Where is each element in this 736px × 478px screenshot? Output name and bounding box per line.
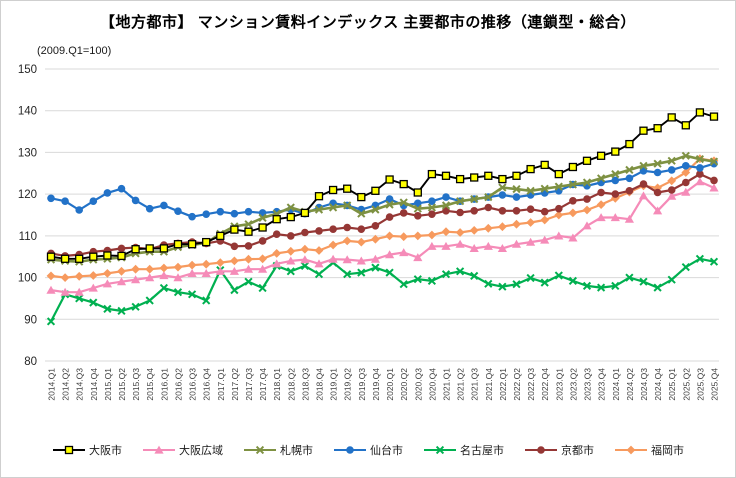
- y-tick-label: 150: [18, 64, 37, 76]
- legend-label-kyoto: 京都市: [561, 445, 594, 457]
- x-tick-label: 2023.Q4: [597, 368, 607, 401]
- x-tick-label: 2018.Q3: [300, 368, 310, 401]
- x-tick-label: 2020.Q3: [413, 368, 423, 401]
- x-tick-label: 2024.Q1: [611, 368, 621, 401]
- legend-item-fukuoka: 福岡市: [614, 442, 684, 458]
- x-tick-label: 2025.Q2: [681, 368, 691, 401]
- legend-item-sapporo: 札幌市: [243, 442, 313, 458]
- x-tick-label: 2022.Q1: [498, 368, 508, 401]
- x-tick-label: 2023.Q1: [554, 368, 564, 401]
- legend-label-sendai: 仙台市: [370, 445, 403, 457]
- x-tick-label: 2021.Q3: [470, 368, 480, 401]
- x-tick-label: 2018.Q4: [315, 368, 325, 401]
- y-tick-label: 100: [18, 273, 37, 285]
- legend-label-nagoya: 名古屋市: [460, 445, 504, 457]
- x-tick-label: 2020.Q1: [385, 368, 395, 401]
- legend-label-fukuoka: 福岡市: [651, 445, 684, 457]
- x-tick-label: 2017.Q3: [244, 368, 254, 401]
- x-tick-label: 2017.Q2: [230, 368, 240, 401]
- y-tick-label: 110: [19, 231, 37, 243]
- legend-item-osaka-area: 大阪広域: [142, 442, 223, 458]
- legend-marker-fukuoka: [615, 445, 647, 455]
- x-tick-label: 2021.Q4: [484, 368, 494, 401]
- x-tick-label: 2019.Q4: [371, 368, 381, 401]
- x-tick-label: 2017.Q1: [216, 368, 226, 401]
- x-tick-label: 2016.Q3: [188, 368, 198, 401]
- legend-marker-nagoya: [424, 445, 456, 455]
- x-tick-label: 2014.Q1: [47, 368, 57, 401]
- x-tick-label: 2024.Q4: [653, 368, 663, 401]
- x-tick-label: 2015.Q4: [145, 368, 155, 401]
- chart-title: 【地方都市】 マンション賃料インデックス 主要都市の推移（連鎖型・総合）: [100, 14, 636, 31]
- x-tick-label: 2023.Q2: [568, 368, 578, 401]
- x-tick-label: 2025.Q4: [710, 368, 720, 401]
- legend-item-nagoya: 名古屋市: [423, 442, 504, 458]
- chart-legend: 大阪市 大阪広域 札幌市 仙台市 名古屋市 京都市 福岡市: [1, 442, 735, 458]
- x-tick-label: 2014.Q4: [89, 368, 99, 401]
- x-tick-label: 2014.Q3: [75, 368, 85, 401]
- x-tick-label: 2018.Q2: [286, 368, 296, 401]
- y-tick-label: 140: [18, 106, 37, 118]
- x-tick-label: 2023.Q3: [583, 368, 593, 401]
- x-tick-label: 2025.Q1: [667, 368, 677, 401]
- series-osaka-area: [46, 177, 719, 296]
- legend-label-osaka-area: 大阪広域: [179, 445, 223, 457]
- legend-marker-osaka-area: [143, 445, 175, 454]
- y-tick-label: 130: [18, 147, 37, 159]
- x-tick-label: 2019.Q1: [329, 368, 339, 401]
- legend-marker-sapporo: [244, 445, 276, 455]
- x-tick-label: 2022.Q3: [526, 368, 536, 401]
- x-tick-label: 2014.Q2: [61, 368, 71, 401]
- series-sendai: [47, 159, 718, 221]
- legend-marker-kyoto: [525, 446, 557, 454]
- x-tick-label: 2024.Q3: [639, 368, 649, 401]
- legend-marker-sendai: [334, 446, 366, 454]
- axis-unit-note: (2009.Q1=100): [37, 45, 112, 57]
- x-tick-label: 2025.Q3: [695, 368, 705, 401]
- x-tick-label: 2015.Q1: [103, 368, 113, 401]
- legend-item-sendai: 仙台市: [333, 442, 403, 458]
- legend-marker-osaka-city: [53, 445, 85, 455]
- x-tick-label: 2018.Q1: [272, 368, 282, 401]
- series-nagoya: [46, 254, 719, 326]
- x-tick-label: 2021.Q1: [442, 368, 452, 401]
- legend-item-kyoto: 京都市: [524, 442, 594, 458]
- x-tick-label: 2024.Q2: [625, 368, 635, 401]
- y-tick-label: 120: [18, 189, 37, 201]
- x-tick-label: 2020.Q4: [427, 368, 437, 401]
- x-tick-label: 2016.Q1: [159, 368, 169, 401]
- x-tick-label: 2017.Q4: [258, 368, 268, 401]
- x-tick-label: 2019.Q2: [343, 368, 353, 401]
- x-tick-label: 2021.Q2: [456, 368, 466, 401]
- x-tick-label: 2016.Q4: [202, 368, 212, 401]
- legend-label-sapporo: 札幌市: [280, 445, 313, 457]
- legend-label-osaka-city: 大阪市: [89, 445, 122, 457]
- legend-item-osaka-city: 大阪市: [52, 442, 122, 458]
- y-tick-label: 80: [24, 356, 37, 368]
- x-tick-label: 2016.Q2: [174, 368, 184, 401]
- x-tick-label: 2022.Q4: [540, 368, 550, 401]
- x-tick-label: 2015.Q3: [131, 368, 141, 401]
- series-osaka-city: [46, 108, 719, 263]
- x-tick-label: 2015.Q2: [117, 368, 127, 401]
- y-tick-label: 90: [24, 314, 37, 326]
- x-tick-label: 2020.Q2: [399, 368, 409, 401]
- x-tick-label: 2022.Q2: [512, 368, 522, 401]
- x-tick-label: 2019.Q3: [357, 368, 367, 401]
